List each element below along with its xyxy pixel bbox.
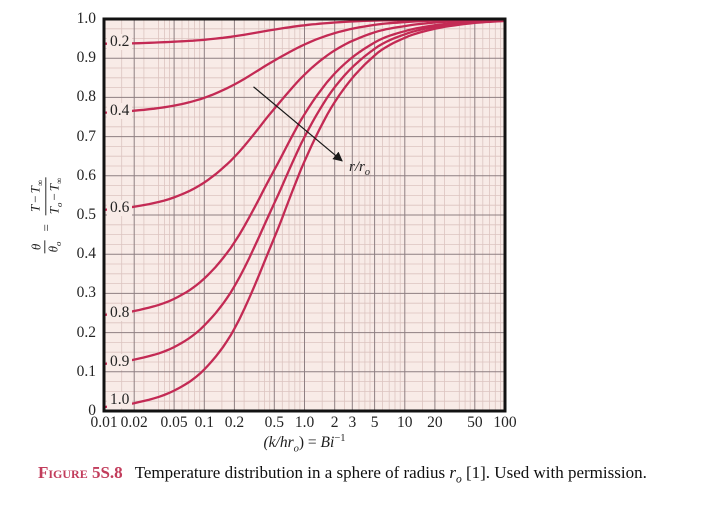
x-tick-0.01: 0.01: [90, 414, 118, 431]
x-tick-0.1: 0.1: [194, 414, 214, 431]
grid-major: [104, 19, 505, 411]
y-tick-0.4: 0.4: [76, 245, 96, 263]
temperature-fraction: T−T∞ To−T∞: [27, 176, 65, 215]
y-tick-0.5: 0.5: [76, 206, 96, 223]
equals-sign: =: [38, 224, 53, 232]
y-tick-0.1: 0.1: [76, 362, 96, 380]
x-tick-0.02: 0.02: [120, 414, 148, 431]
x-tick-2: 2: [330, 414, 339, 431]
y-tick-0.3: 0.3: [76, 284, 96, 302]
x-tick-3: 3: [348, 414, 357, 431]
curve-0.8: [102, 19, 507, 317]
plot-border: [102, 17, 507, 413]
x-tick-0.5: 0.5: [264, 414, 284, 431]
curve-label-0.2: 0.2: [107, 33, 133, 50]
x-tick-10: 10: [397, 414, 413, 431]
curves: [102, 19, 507, 409]
y-tick-0.6: 0.6: [76, 166, 96, 184]
curve-0.4: [102, 19, 507, 114]
x-tick-20: 20: [427, 414, 443, 431]
y-tick-0.2: 0.2: [76, 323, 96, 341]
caption-tail: [1]. Used with permission.: [461, 463, 647, 482]
curve-label-0.9: 0.9: [107, 353, 133, 370]
x-tick-100: 100: [493, 414, 517, 431]
curve-0.6: [102, 19, 507, 212]
x-tick-50: 50: [467, 414, 483, 431]
theta-o-symbol: θ: [45, 245, 61, 253]
curve-label-0.4: 0.4: [107, 102, 133, 119]
y-axis-label: θ θo = T−T∞ To−T∞: [27, 175, 64, 256]
r-direction-arrow: [253, 86, 343, 162]
figure-caption: Figure 5S.8 Temperature distribution in a…: [38, 463, 647, 486]
x-tick-0.05: 0.05: [160, 414, 188, 431]
arrow-label: r/ro: [349, 159, 370, 178]
curve-0.9: [102, 19, 507, 366]
curve-label-0.6: 0.6: [107, 199, 133, 216]
heisler-sphere-chart: [102, 17, 507, 413]
caption-text: Temperature distribution in a sphere of …: [134, 463, 450, 482]
y-tick-0.8: 0.8: [76, 88, 96, 106]
y-tick-1.0: 1.0: [76, 10, 96, 27]
x-tick-1.0: 1.0: [294, 414, 315, 431]
curve-label-0.8: 0.8: [107, 304, 133, 321]
y-tick-0.9: 0.9: [76, 49, 96, 67]
y-tick-0.7: 0.7: [76, 127, 96, 145]
x-tick-5: 5: [370, 414, 379, 431]
theta-symbol: θ: [28, 243, 44, 251]
curve-label-1.0: 1.0: [107, 392, 133, 408]
y-tick-0: 0: [88, 402, 96, 419]
theta-fraction: θ θo: [28, 240, 63, 254]
x-tick-0.2: 0.2: [224, 414, 245, 431]
figure-number: Figure 5S.8: [38, 463, 123, 482]
x-axis-label: (k/hro) = Bi−1: [263, 433, 346, 455]
curve-1.0: [102, 19, 507, 409]
